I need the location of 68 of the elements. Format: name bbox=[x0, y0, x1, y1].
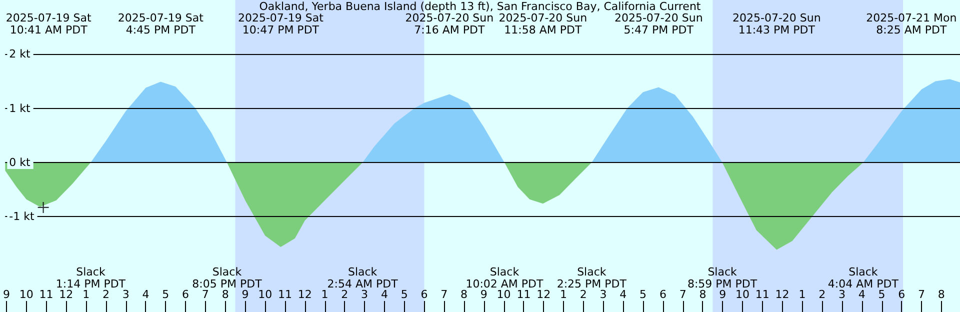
x-tick-label: 5 bbox=[640, 288, 647, 301]
x-tick-label: 1 bbox=[560, 288, 567, 301]
x-tick-label: 9 bbox=[719, 288, 726, 301]
x-tick-label: 6 bbox=[420, 288, 428, 301]
annotation: Slack 4:04 AM PDT bbox=[828, 266, 899, 290]
x-tick-label: 11 bbox=[39, 288, 54, 301]
annotation: 2025-07-20 Sun 5:47 PM PDT bbox=[614, 12, 703, 36]
annotation: 2025-07-20 Sun 11:58 AM PDT bbox=[498, 12, 588, 36]
y-tick-label: -1 kt bbox=[9, 210, 36, 224]
x-tick-label: 1 bbox=[82, 288, 90, 301]
annotation: 2025-07-19 Sat 10:47 PM PDT bbox=[238, 12, 324, 36]
annotation: 2025-07-20 Sun 11:43 PM PDT bbox=[732, 12, 821, 36]
x-tick-label: 1 bbox=[321, 288, 328, 301]
x-tick-label: 12 bbox=[298, 288, 312, 301]
x-tick-label: 11 bbox=[278, 288, 292, 301]
x-tick-label: 11 bbox=[755, 288, 770, 301]
chart-title: Oakland, Yerba Buena Island (depth 13 ft), San Francisco Bay, California Current bbox=[259, 0, 702, 13]
x-tick-label: 4 bbox=[858, 288, 866, 301]
annotation: Slack 1:14 PM PDT bbox=[56, 266, 126, 290]
x-tick-label: 10 bbox=[496, 288, 511, 301]
x-tick-label: 11 bbox=[516, 288, 531, 301]
x-tick-label: 8 bbox=[460, 288, 468, 301]
x-tick-label: 10 bbox=[736, 288, 750, 301]
x-tick-label: 2 bbox=[341, 288, 348, 301]
annotation: 2025-07-20 Sun 7:16 AM PDT bbox=[405, 12, 494, 36]
annotation: Slack 2:25 PM PDT bbox=[556, 266, 627, 290]
x-tick-label: 2 bbox=[818, 288, 826, 301]
x-tick-label: 5 bbox=[400, 288, 408, 301]
x-tick-label: 10 bbox=[258, 288, 272, 301]
y-tick-label: 1 kt bbox=[9, 102, 32, 115]
x-tick-label: 8 bbox=[699, 288, 706, 301]
annotation: 2025-07-21 Mon 8:25 AM PDT bbox=[866, 12, 957, 36]
x-tick-label: 7 bbox=[918, 288, 926, 301]
x-tick-label: 5 bbox=[162, 288, 170, 301]
x-tick-label: 6 bbox=[659, 288, 666, 301]
y-tick-label: 2 kt bbox=[9, 48, 32, 61]
x-tick-label: 10 bbox=[19, 288, 34, 301]
annotation: 2025-07-19 Sat 4:45 PM PDT bbox=[118, 12, 204, 36]
x-tick-label: 12 bbox=[59, 288, 74, 301]
x-tick-label: 7 bbox=[440, 288, 448, 301]
annotation: Slack 10:02 AM PDT bbox=[466, 266, 544, 290]
x-tick-label: 3 bbox=[838, 288, 846, 301]
x-tick-label: 2 bbox=[580, 288, 587, 301]
annotation: Slack 2:54 AM PDT bbox=[327, 266, 398, 290]
x-tick-label: 6 bbox=[898, 288, 906, 301]
x-tick-label: 7 bbox=[679, 288, 686, 301]
x-tick-label: 12 bbox=[536, 288, 551, 301]
x-tick-label: 9 bbox=[242, 288, 249, 301]
x-tick-label: 4 bbox=[380, 288, 388, 301]
x-tick-label: 3 bbox=[600, 288, 607, 301]
x-tick-label: 3 bbox=[361, 288, 368, 301]
annotation: Slack 8:59 PM PDT bbox=[687, 266, 758, 290]
y-tick-label: 0 kt bbox=[9, 156, 32, 169]
annotation: Slack 8:05 PM PDT bbox=[192, 266, 262, 290]
x-tick-label: 4 bbox=[620, 288, 627, 301]
x-tick-label: 12 bbox=[775, 288, 790, 301]
x-tick-label: 9 bbox=[480, 288, 488, 301]
x-tick-label: 1 bbox=[798, 288, 806, 301]
x-tick-label: 4 bbox=[142, 288, 150, 301]
x-tick-label: 6 bbox=[182, 288, 190, 301]
x-tick-label: 9 bbox=[3, 288, 10, 301]
x-tick-label: 8 bbox=[938, 288, 945, 301]
x-tick-label: 7 bbox=[202, 288, 209, 301]
x-tick-label: 2 bbox=[102, 288, 110, 301]
annotation: 2025-07-19 Sat 10:41 AM PDT bbox=[6, 12, 92, 36]
x-tick-label: 8 bbox=[222, 288, 229, 301]
x-tick-label: 5 bbox=[878, 288, 886, 301]
x-tick-label: 3 bbox=[122, 288, 130, 301]
